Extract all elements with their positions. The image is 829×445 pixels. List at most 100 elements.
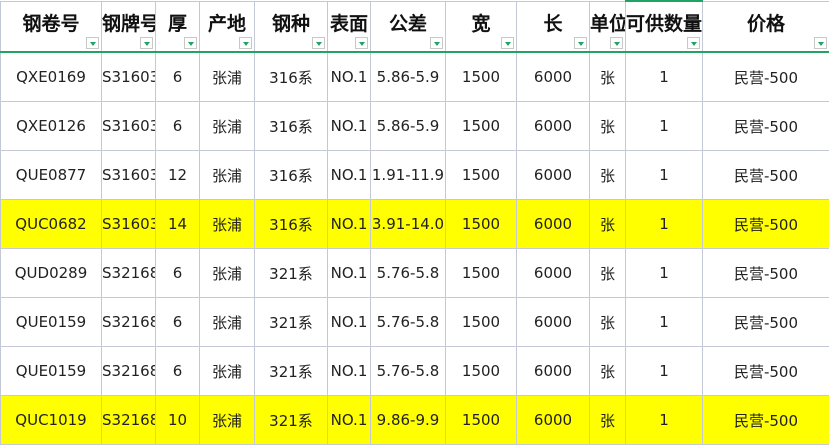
cell-length[interactable]: 6000 (517, 200, 590, 249)
header-steel-type[interactable]: 钢种 (255, 1, 328, 52)
cell-coil-no[interactable]: QXE0169 (1, 52, 102, 102)
cell-unit[interactable]: 张 (590, 102, 626, 151)
cell-origin[interactable]: 张浦 (200, 249, 255, 298)
header-coil-no[interactable]: 钢卷号 (1, 1, 102, 52)
filter-dropdown-icon[interactable] (610, 37, 623, 49)
cell-quantity[interactable]: 1 (626, 102, 703, 151)
cell-tolerance[interactable]: 5.76-5.8 (371, 347, 446, 396)
filter-dropdown-icon[interactable] (312, 37, 325, 49)
cell-width[interactable]: 1500 (446, 249, 517, 298)
cell-coil-no[interactable]: QUC0682 (1, 200, 102, 249)
cell-length[interactable]: 6000 (517, 298, 590, 347)
cell-surface[interactable]: NO.1 (328, 347, 371, 396)
cell-origin[interactable]: 张浦 (200, 102, 255, 151)
filter-dropdown-icon[interactable] (184, 37, 197, 49)
cell-grade[interactable]: S31603 (102, 151, 156, 200)
cell-surface[interactable]: NO.1 (328, 298, 371, 347)
cell-surface[interactable]: NO.1 (328, 52, 371, 102)
cell-length[interactable]: 6000 (517, 249, 590, 298)
cell-width[interactable]: 1500 (446, 347, 517, 396)
filter-dropdown-icon[interactable] (814, 37, 827, 49)
cell-surface[interactable]: NO.1 (328, 102, 371, 151)
cell-price[interactable]: 民营-500 (703, 151, 829, 200)
cell-grade[interactable]: S31603 (102, 200, 156, 249)
cell-length[interactable]: 6000 (517, 347, 590, 396)
cell-price[interactable]: 民营-500 (703, 52, 829, 102)
cell-price[interactable]: 民营-500 (703, 200, 829, 249)
cell-origin[interactable]: 张浦 (200, 52, 255, 102)
cell-tolerance[interactable]: 5.76-5.8 (371, 249, 446, 298)
cell-tolerance[interactable]: 3.91-14.0 (371, 200, 446, 249)
cell-thickness[interactable]: 6 (156, 52, 200, 102)
cell-coil-no[interactable]: QXE0126 (1, 102, 102, 151)
header-quantity[interactable]: 可供数量 (626, 1, 703, 52)
cell-unit[interactable]: 张 (590, 396, 626, 445)
cell-unit[interactable]: 张 (590, 200, 626, 249)
cell-price[interactable]: 民营-500 (703, 298, 829, 347)
cell-coil-no[interactable]: QUE0159 (1, 298, 102, 347)
filter-dropdown-icon[interactable] (430, 37, 443, 49)
cell-quantity[interactable]: 1 (626, 249, 703, 298)
cell-price[interactable]: 民营-500 (703, 396, 829, 445)
cell-quantity[interactable]: 1 (626, 52, 703, 102)
cell-quantity[interactable]: 1 (626, 151, 703, 200)
cell-length[interactable]: 6000 (517, 396, 590, 445)
cell-tolerance[interactable]: 9.86-9.9 (371, 396, 446, 445)
cell-price[interactable]: 民营-500 (703, 347, 829, 396)
cell-surface[interactable]: NO.1 (328, 249, 371, 298)
cell-steel-type[interactable]: 321系 (255, 396, 328, 445)
cell-width[interactable]: 1500 (446, 298, 517, 347)
filter-dropdown-icon[interactable] (574, 37, 587, 49)
header-width[interactable]: 宽 (446, 1, 517, 52)
cell-coil-no[interactable]: QUD0289 (1, 249, 102, 298)
cell-quantity[interactable]: 1 (626, 298, 703, 347)
cell-grade[interactable]: S32168 (102, 396, 156, 445)
cell-unit[interactable]: 张 (590, 249, 626, 298)
filter-dropdown-icon[interactable] (687, 37, 700, 49)
filter-dropdown-icon[interactable] (355, 37, 368, 49)
cell-quantity[interactable]: 1 (626, 347, 703, 396)
header-unit[interactable]: 单位 (590, 1, 626, 52)
filter-dropdown-icon[interactable] (86, 37, 99, 49)
cell-unit[interactable]: 张 (590, 151, 626, 200)
cell-price[interactable]: 民营-500 (703, 102, 829, 151)
filter-dropdown-icon[interactable] (239, 37, 252, 49)
cell-steel-type[interactable]: 316系 (255, 102, 328, 151)
cell-width[interactable]: 1500 (446, 151, 517, 200)
header-thickness[interactable]: 厚 (156, 1, 200, 52)
cell-surface[interactable]: NO.1 (328, 200, 371, 249)
cell-origin[interactable]: 张浦 (200, 396, 255, 445)
header-tolerance[interactable]: 公差 (371, 1, 446, 52)
filter-dropdown-icon[interactable] (140, 37, 153, 49)
header-surface[interactable]: 表面 (328, 1, 371, 52)
cell-price[interactable]: 民营-500 (703, 249, 829, 298)
cell-quantity[interactable]: 1 (626, 396, 703, 445)
cell-grade[interactable]: S32168 (102, 298, 156, 347)
cell-steel-type[interactable]: 321系 (255, 249, 328, 298)
cell-grade[interactable]: S32168 (102, 249, 156, 298)
cell-width[interactable]: 1500 (446, 200, 517, 249)
cell-thickness[interactable]: 6 (156, 298, 200, 347)
cell-unit[interactable]: 张 (590, 52, 626, 102)
cell-unit[interactable]: 张 (590, 298, 626, 347)
cell-thickness[interactable]: 6 (156, 102, 200, 151)
cell-thickness[interactable]: 10 (156, 396, 200, 445)
cell-thickness[interactable]: 14 (156, 200, 200, 249)
cell-steel-type[interactable]: 321系 (255, 298, 328, 347)
cell-width[interactable]: 1500 (446, 102, 517, 151)
cell-origin[interactable]: 张浦 (200, 151, 255, 200)
cell-steel-type[interactable]: 316系 (255, 200, 328, 249)
cell-coil-no[interactable]: QUE0877 (1, 151, 102, 200)
cell-tolerance[interactable]: 5.76-5.8 (371, 298, 446, 347)
cell-tolerance[interactable]: 5.86-5.9 (371, 52, 446, 102)
cell-unit[interactable]: 张 (590, 347, 626, 396)
cell-thickness[interactable]: 6 (156, 249, 200, 298)
cell-steel-type[interactable]: 321系 (255, 347, 328, 396)
cell-length[interactable]: 6000 (517, 52, 590, 102)
cell-steel-type[interactable]: 316系 (255, 151, 328, 200)
filter-dropdown-icon[interactable] (501, 37, 514, 49)
header-length[interactable]: 长 (517, 1, 590, 52)
cell-thickness[interactable]: 6 (156, 347, 200, 396)
cell-width[interactable]: 1500 (446, 396, 517, 445)
cell-surface[interactable]: NO.1 (328, 396, 371, 445)
